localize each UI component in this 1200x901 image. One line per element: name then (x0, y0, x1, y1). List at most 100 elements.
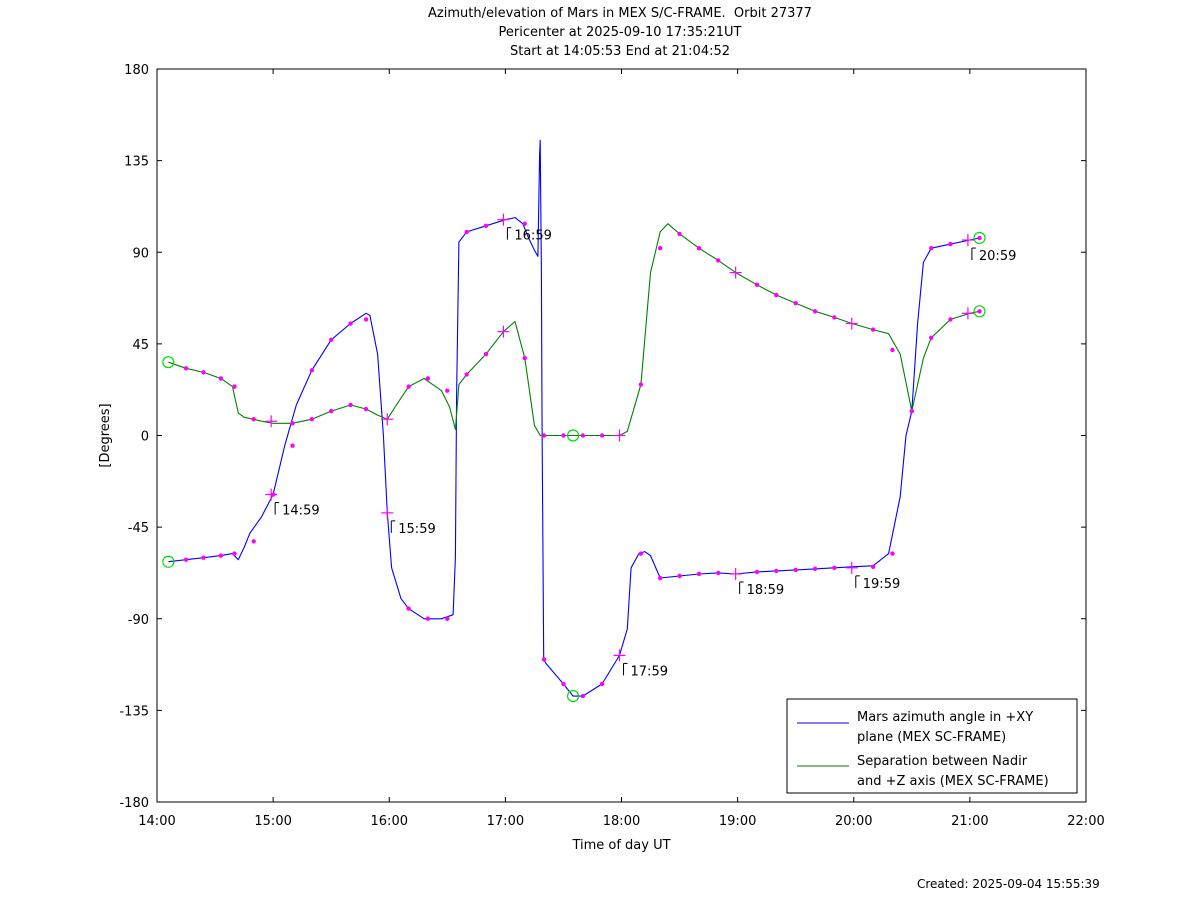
separation-sample-dot (201, 370, 206, 375)
azimuth-hour-cross (381, 506, 394, 519)
legend: Mars azimuth angle in +XY plane (MEX SC-… (786, 698, 1078, 794)
azimuth-sample-dot (599, 681, 605, 687)
time-annotation-label: 16:59 (514, 229, 551, 244)
azimuth-sample-dot (580, 693, 586, 699)
y-tick-label: -180 (119, 796, 149, 811)
separation-sample-dot (251, 417, 256, 422)
legend-label-separation-line-1: Separation between Nadir (857, 754, 1028, 769)
separation-sample-dot (909, 408, 915, 414)
separation-sample-dot (445, 388, 450, 393)
chart-title-line-3: Start at 14:05:53 End at 21:04:52 (509, 44, 731, 59)
azimuth-sample-dot (696, 571, 702, 577)
separation-sample-dot (363, 406, 369, 412)
separation-sample-dot (638, 382, 644, 387)
separation-event-circle (973, 305, 986, 318)
separation-hour-cross (381, 413, 394, 426)
azimuth-sample-dot (309, 368, 314, 373)
azimuth-sample-dot (483, 223, 489, 228)
separation-sample-dot (290, 421, 295, 426)
y-tick-label: 135 (124, 155, 149, 170)
separation-hour-cross (845, 317, 858, 330)
x-tick-label: 18:00 (603, 814, 640, 829)
azimuth-sample-dot (232, 551, 237, 556)
separation-sample-dot (812, 309, 818, 314)
azimuth-series-line (168, 139, 980, 697)
time-annotation-label: 20:59 (979, 249, 1016, 264)
time-annotation: 14:59 (274, 502, 320, 519)
azimuth-sample-dot (363, 317, 369, 322)
azimuth-sample-dot (832, 565, 837, 571)
separation-sample-dot (464, 372, 469, 377)
separation-sample-dot (218, 376, 224, 381)
x-axis-label: Time of day UT (571, 838, 670, 853)
separation-sample-dot (183, 366, 189, 371)
y-tick-label: -45 (128, 521, 149, 536)
separation-sample-dot (580, 433, 586, 438)
azimuth-sample-dot (793, 567, 798, 573)
legend-label-azimuth-line-1: Mars azimuth angle in +XY (857, 710, 1033, 725)
azimuth-sample-dot (251, 539, 256, 544)
azimuth-sample-dot (464, 229, 469, 235)
azimuth-sample-dot (677, 573, 682, 579)
separation-sample-dot (870, 327, 876, 332)
azimuth-sample-dot (716, 570, 721, 576)
time-annotation-label: 14:59 (282, 504, 319, 519)
separation-hour-cross (265, 415, 278, 428)
azimuth-sample-dot (290, 443, 295, 448)
azimuth-sample-dot (406, 606, 411, 611)
time-annotation: 20:59 (971, 247, 1016, 264)
azimuth-sample-dot (328, 337, 334, 343)
separation-sample-dot (793, 300, 798, 306)
separation-sample-dot (425, 376, 431, 381)
azimuth-sample-dot (218, 553, 224, 558)
azimuth-event-circle (973, 231, 986, 245)
separation-sample-dot (406, 384, 411, 389)
separation-sample-dot (754, 282, 760, 288)
azimuth-sample-dot (638, 551, 644, 556)
azimuth-sample-dot (754, 569, 760, 575)
separation-sample-dot (541, 433, 547, 438)
separation-event-circle (566, 429, 580, 442)
separation-sample-dot (328, 408, 334, 414)
azimuth-sample-dot (201, 555, 206, 560)
time-annotation: 18:59 (739, 581, 784, 598)
x-tick-label: 20:00 (835, 814, 872, 829)
legend-label-azimuth-line-2: plane (MEX SC-FRAME) (857, 730, 1006, 745)
azimuth-sample-dot (948, 241, 953, 247)
azimuth-sample-dot (977, 235, 982, 241)
azimuth-hour-cross (961, 234, 974, 247)
chart-title-line-2: Pericenter at 2025-09-10 17:35:21UT (498, 25, 742, 40)
azimuth-sample-dot (657, 575, 663, 581)
separation-hour-cross (961, 307, 974, 320)
time-annotation: 17:59 (623, 662, 668, 679)
separation-sample-dot (832, 315, 837, 320)
separation-sample-dot (977, 309, 982, 314)
time-annotation: 15:59 (390, 520, 436, 537)
annotation-layer: 14:59 15:59 16:59 17:59 18:59 19:59 20:59 (274, 227, 1016, 679)
separation-event-circle (162, 356, 175, 369)
y-tick-label: 90 (132, 246, 149, 261)
azimuth-sample-dot (774, 568, 779, 574)
y-tick-label: 45 (132, 338, 149, 353)
separation-sample-dot (232, 384, 237, 389)
time-annotation-label: 18:59 (747, 583, 784, 598)
azimuth-hour-cross (613, 649, 626, 662)
time-annotation: 16:59 (506, 227, 552, 244)
azimuth-hour-cross (497, 213, 510, 226)
chart-title-line-1: Azimuth/elevation of Mars in MEX S/C-FRA… (428, 6, 812, 21)
azimuth-hour-cross (845, 561, 858, 574)
separation-hour-cross (613, 429, 626, 442)
azimuth-sample-dot (348, 321, 353, 326)
azimuth-event-circle (162, 555, 175, 568)
y-tick-label: -135 (119, 704, 149, 719)
azimuth-sample-dot (929, 245, 934, 251)
azimuth-sample-dot (522, 221, 527, 226)
chart-title-block: Azimuth/elevation of Mars in MEX S/C-FRA… (0, 4, 1200, 61)
separation-sample-dot (309, 417, 314, 422)
y-tick-label: -90 (128, 613, 149, 628)
time-annotation-label: 17:59 (631, 664, 668, 679)
separation-hour-cross (497, 325, 510, 338)
separation-sample-dot (716, 258, 721, 263)
marker-layer (162, 213, 986, 703)
